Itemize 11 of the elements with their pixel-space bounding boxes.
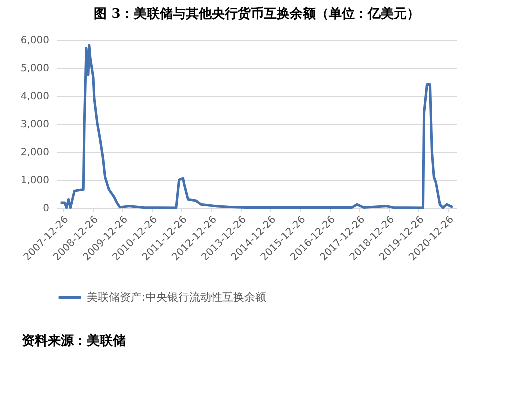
legend-label: 美联储资产:中央银行流动性互换余额 <box>87 291 267 304</box>
text: 资料来源：美联储 <box>22 332 127 350</box>
y-tick-label: 1,000 <box>20 176 50 186</box>
y-tick-label: 2,000 <box>20 148 50 158</box>
y-tick-label: 3,000 <box>20 120 50 130</box>
chart-title: 图 3：美联储与其他央行货币互换余额（单位：亿美元） <box>94 6 420 22</box>
y-tick-label: 6,000 <box>20 36 50 46</box>
y-tick-label: 5,000 <box>20 64 50 74</box>
y-tick-label: 4,000 <box>20 92 50 102</box>
line-series <box>60 44 454 210</box>
y-tick-label: 0 <box>43 204 50 214</box>
